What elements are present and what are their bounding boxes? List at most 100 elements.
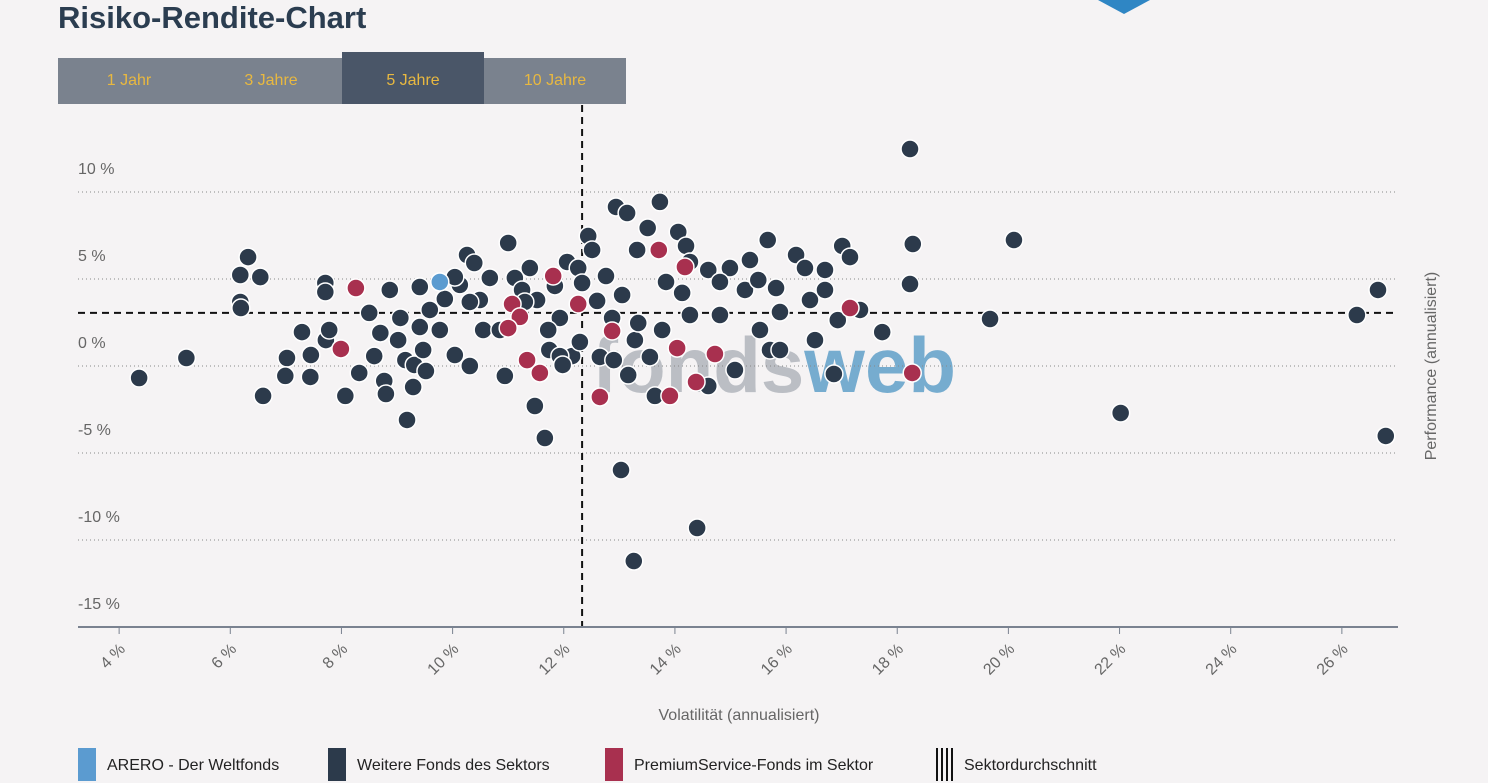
x-tick-label: 14 % xyxy=(647,641,685,679)
data-point xyxy=(748,270,769,290)
data-point xyxy=(435,289,455,309)
data-point xyxy=(300,367,321,387)
data-point xyxy=(590,387,610,407)
data-point xyxy=(637,218,658,238)
data-point xyxy=(331,339,351,359)
data-point xyxy=(253,386,273,406)
data-point xyxy=(840,247,860,267)
data-point xyxy=(840,298,860,318)
data-point xyxy=(720,258,740,278)
data-point xyxy=(795,258,815,278)
data-point xyxy=(872,322,892,342)
legend-swatch xyxy=(605,748,623,781)
data-point xyxy=(750,320,770,340)
data-point xyxy=(275,366,296,386)
x-tick-label: 18 % xyxy=(869,641,907,679)
data-point xyxy=(1376,426,1396,446)
watermark-part: fonds xyxy=(592,321,804,409)
data-point xyxy=(552,355,573,375)
data-point xyxy=(624,551,644,571)
x-tick-label: 6 % xyxy=(209,641,241,673)
x-tick-label: 4 % xyxy=(97,641,129,673)
data-point xyxy=(364,346,384,366)
data-point xyxy=(231,298,251,318)
data-point xyxy=(403,377,423,397)
data-point xyxy=(824,364,844,384)
data-point xyxy=(1368,280,1388,300)
data-point xyxy=(656,272,676,292)
data-point xyxy=(582,240,602,260)
data-point xyxy=(445,345,465,365)
data-point xyxy=(660,386,680,406)
data-point xyxy=(464,253,485,273)
data-point xyxy=(980,309,1000,329)
title: Risiko-Rendite-Chart xyxy=(58,0,367,35)
data-point xyxy=(627,240,647,260)
data-point xyxy=(238,247,258,267)
data-point xyxy=(757,230,778,250)
data-point xyxy=(1004,230,1024,250)
data-point xyxy=(900,274,920,294)
data-point xyxy=(687,518,707,538)
x-tick-label: 20 % xyxy=(980,641,1018,679)
data-point xyxy=(611,460,631,480)
data-point xyxy=(710,272,730,292)
data-point xyxy=(319,320,339,340)
data-point xyxy=(676,236,696,256)
x-tick-label: 12 % xyxy=(536,641,574,679)
data-point xyxy=(410,277,430,297)
data-point xyxy=(672,283,692,303)
data-point xyxy=(1347,305,1367,325)
data-point xyxy=(315,282,336,302)
data-point xyxy=(640,347,660,367)
data-point xyxy=(686,372,706,392)
data-point xyxy=(480,268,500,288)
tab[interactable]: 1 Jahr xyxy=(58,58,200,104)
data-point xyxy=(359,303,379,323)
legend-swatch xyxy=(78,748,96,781)
data-point xyxy=(725,360,745,380)
data-point xyxy=(667,338,687,358)
data-point xyxy=(710,305,730,325)
data-point xyxy=(349,363,369,383)
data-point xyxy=(388,330,408,350)
data-point xyxy=(380,280,400,300)
data-point xyxy=(902,363,922,383)
data-point xyxy=(680,305,700,325)
data-point xyxy=(346,278,366,298)
tab[interactable]: 10 Jahre xyxy=(484,58,626,104)
y-tick-label: 10 % xyxy=(78,161,114,178)
data-point xyxy=(176,348,197,368)
data-point xyxy=(250,267,271,287)
data-point xyxy=(230,265,251,285)
x-tick-label: 24 % xyxy=(1203,641,1241,679)
data-point xyxy=(416,361,436,381)
data-point xyxy=(413,340,433,360)
data-point xyxy=(572,273,592,293)
tab[interactable]: 3 Jahre xyxy=(200,58,342,104)
data-point xyxy=(473,320,493,340)
tab[interactable]: 5 Jahre xyxy=(342,52,484,104)
data-point xyxy=(612,285,632,305)
data-point xyxy=(410,317,430,337)
legend-label: Weitere Fonds des Sektors xyxy=(357,757,550,774)
y-tick-label: 5 % xyxy=(78,248,106,265)
data-point xyxy=(420,300,440,320)
data-point xyxy=(903,234,923,254)
data-point xyxy=(900,139,920,159)
legend-label: Sektordurchschnitt xyxy=(964,757,1097,774)
data-point xyxy=(628,313,648,333)
data-point xyxy=(596,266,616,286)
data-point xyxy=(498,318,518,338)
data-point xyxy=(430,272,450,292)
data-point xyxy=(517,350,537,370)
data-point xyxy=(543,266,563,286)
data-point xyxy=(530,363,550,383)
data-point xyxy=(828,310,848,330)
x-tick-label: 22 % xyxy=(1092,641,1130,679)
data-point xyxy=(766,278,786,298)
data-point xyxy=(625,330,645,350)
legend-label: PremiumService-Fonds im Sektor xyxy=(634,757,874,774)
